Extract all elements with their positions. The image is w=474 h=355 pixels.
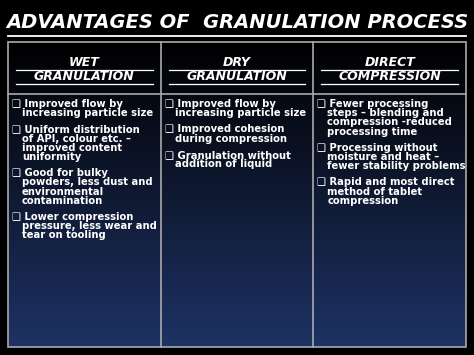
Bar (8, 143, 466, 149)
Text: ❑ Granulation without: ❑ Granulation without (164, 150, 291, 160)
Text: DRY: DRY (223, 55, 251, 69)
Text: moisture and heat –: moisture and heat – (328, 152, 439, 162)
Bar (8, 67, 466, 72)
Bar (8, 113, 466, 118)
Text: WET: WET (69, 55, 100, 69)
Bar (8, 164, 466, 169)
Bar (8, 336, 466, 342)
Bar (8, 138, 466, 144)
Text: ❑ Improved flow by: ❑ Improved flow by (12, 99, 123, 109)
Text: fewer stability problems: fewer stability problems (328, 161, 466, 171)
Bar (8, 128, 466, 133)
Text: ❑ Fewer processing: ❑ Fewer processing (317, 99, 428, 109)
Text: contamination: contamination (22, 196, 103, 206)
Bar (8, 280, 466, 286)
Text: ❑ Lower compression: ❑ Lower compression (12, 212, 133, 222)
Bar (8, 82, 466, 88)
Bar (8, 118, 466, 123)
Bar (8, 199, 466, 205)
Bar (8, 204, 466, 210)
Bar (8, 301, 466, 306)
Text: steps – blending and: steps – blending and (328, 108, 444, 118)
Bar (8, 291, 466, 296)
Bar (8, 321, 466, 327)
Text: powders, less dust and: powders, less dust and (22, 178, 153, 187)
Text: addition of liquid: addition of liquid (174, 159, 272, 169)
Bar (8, 123, 466, 129)
Bar (8, 250, 466, 256)
Text: ADVANTAGES OF  GRANULATION PROCESS: ADVANTAGES OF GRANULATION PROCESS (6, 12, 468, 32)
Bar (8, 219, 466, 225)
Bar (8, 306, 466, 311)
Bar (8, 148, 466, 154)
Text: COMPRESSION: COMPRESSION (338, 70, 441, 82)
Text: of API, colour etc. –: of API, colour etc. – (22, 133, 131, 144)
Bar (8, 57, 466, 62)
Text: increasing particle size: increasing particle size (174, 108, 306, 118)
Text: processing time: processing time (328, 127, 418, 137)
Bar (8, 326, 466, 332)
Bar (8, 92, 466, 98)
Bar (8, 342, 466, 347)
Bar (8, 265, 466, 271)
Bar (8, 270, 466, 276)
Bar (8, 42, 466, 47)
Bar (8, 331, 466, 337)
Bar (8, 184, 466, 190)
Bar (8, 316, 466, 322)
Bar (8, 255, 466, 261)
Text: compression: compression (328, 196, 399, 206)
Text: DIRECT: DIRECT (365, 55, 415, 69)
Bar (8, 235, 466, 240)
Text: ❑ Improved cohesion: ❑ Improved cohesion (164, 124, 284, 135)
Bar (8, 103, 466, 108)
Text: ❑ Uniform distribution: ❑ Uniform distribution (12, 124, 140, 135)
Text: ❑ Rapid and most direct: ❑ Rapid and most direct (317, 178, 455, 187)
Bar (8, 47, 466, 52)
Bar (8, 275, 466, 281)
Bar (8, 194, 466, 200)
Bar (8, 153, 466, 159)
Bar (8, 77, 466, 83)
Text: during compression: during compression (174, 133, 287, 144)
Bar (8, 72, 466, 78)
Bar (8, 285, 466, 291)
Bar (8, 224, 466, 230)
Bar (8, 296, 466, 301)
Text: ❑ Improved flow by: ❑ Improved flow by (164, 99, 275, 109)
Bar (8, 311, 466, 317)
Bar (8, 158, 466, 164)
Bar (8, 214, 466, 220)
Text: method of tablet: method of tablet (328, 187, 422, 197)
Text: uniformity: uniformity (22, 152, 81, 162)
Bar (8, 209, 466, 215)
Bar (8, 169, 466, 174)
Bar (8, 42, 466, 347)
Text: environmental: environmental (22, 187, 104, 197)
Bar (8, 133, 466, 138)
Bar (8, 260, 466, 266)
Text: GRANULATION: GRANULATION (187, 70, 287, 82)
Bar (8, 189, 466, 195)
Text: GRANULATION: GRANULATION (34, 70, 135, 82)
Text: compression -reduced: compression -reduced (328, 118, 452, 127)
Bar (8, 179, 466, 184)
Bar (8, 97, 466, 103)
Text: tear on tooling: tear on tooling (22, 230, 106, 240)
Text: increasing particle size: increasing particle size (22, 108, 153, 118)
Text: ❑ Good for bulky: ❑ Good for bulky (12, 168, 108, 178)
Text: ❑ Processing without: ❑ Processing without (317, 143, 438, 153)
Bar (8, 62, 466, 67)
Bar (8, 230, 466, 235)
Bar (8, 52, 466, 57)
Bar (8, 87, 466, 93)
Text: pressure, less wear and: pressure, less wear and (22, 221, 157, 231)
Bar (8, 174, 466, 179)
Text: improved content: improved content (22, 143, 122, 153)
Bar (8, 240, 466, 245)
Bar (8, 245, 466, 250)
Bar (8, 108, 466, 113)
